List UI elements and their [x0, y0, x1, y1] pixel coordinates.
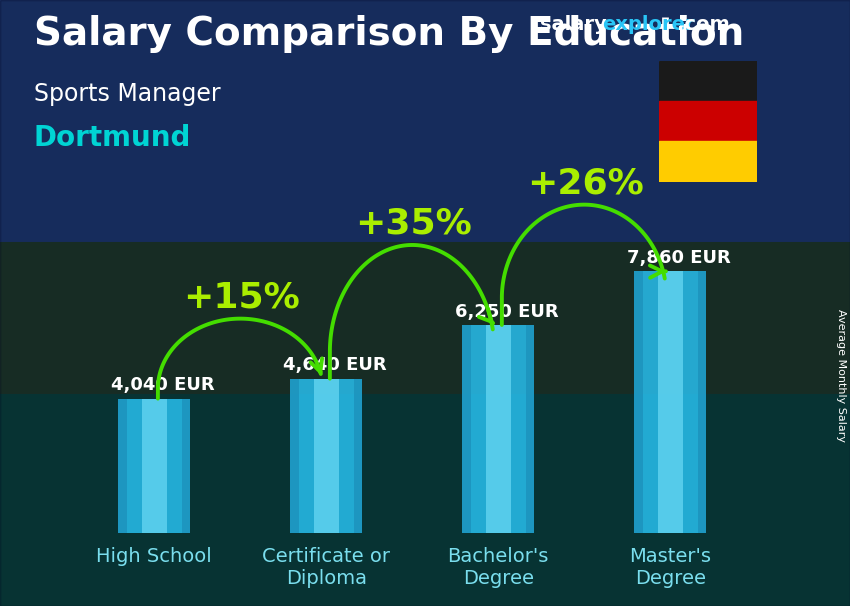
Bar [182, 399, 190, 533]
Bar [634, 271, 706, 533]
Text: explorer: explorer [602, 15, 694, 34]
Text: 4,640 EUR: 4,640 EUR [283, 356, 387, 375]
Text: .com: .com [677, 15, 729, 34]
Bar [118, 399, 127, 533]
Text: 7,860 EUR: 7,860 EUR [627, 249, 731, 267]
Bar [0, 0, 850, 242]
Text: Dortmund: Dortmund [34, 124, 191, 152]
Bar [118, 399, 190, 533]
Bar [634, 271, 643, 533]
Text: 6,250 EUR: 6,250 EUR [455, 302, 558, 321]
Text: +26%: +26% [527, 167, 643, 201]
Bar [354, 379, 362, 533]
Text: +35%: +35% [355, 207, 472, 241]
Text: salary: salary [540, 15, 607, 34]
Text: Average Monthly Salary: Average Monthly Salary [836, 309, 846, 442]
Bar [290, 379, 299, 533]
Text: Salary Comparison By Education: Salary Comparison By Education [34, 15, 745, 53]
Bar [485, 325, 511, 533]
Text: +15%: +15% [183, 281, 300, 315]
Bar [658, 271, 683, 533]
Bar [659, 101, 756, 141]
Text: 4,040 EUR: 4,040 EUR [111, 376, 214, 395]
Bar [698, 271, 706, 533]
Bar [290, 379, 362, 533]
Bar [0, 242, 850, 394]
Bar [142, 399, 167, 533]
Bar [659, 141, 756, 182]
Bar [0, 394, 850, 606]
Text: Sports Manager: Sports Manager [34, 82, 221, 106]
Bar [462, 325, 535, 533]
Bar [525, 325, 535, 533]
Bar [462, 325, 471, 533]
Bar [314, 379, 339, 533]
Bar [659, 61, 756, 101]
